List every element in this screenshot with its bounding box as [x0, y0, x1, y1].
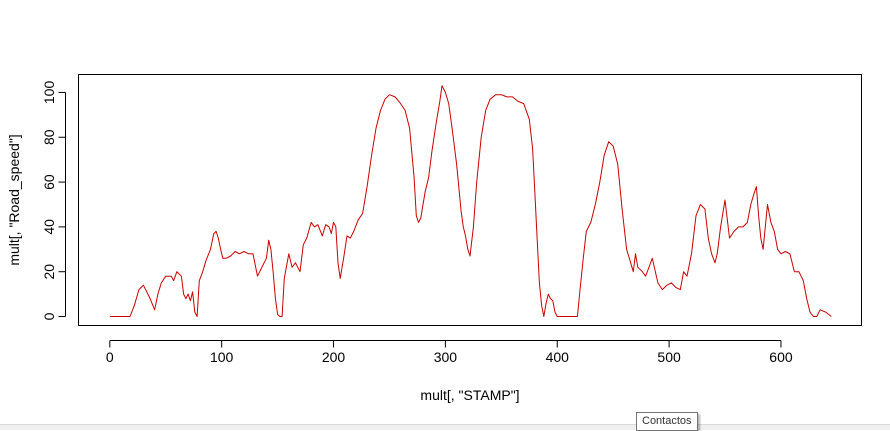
y-tick-label: 60 — [41, 174, 57, 190]
plot-frame — [78, 74, 862, 326]
y-tick-label: 20 — [41, 264, 57, 280]
x-tick-label: 300 — [434, 349, 458, 365]
y-axis: 0 20 40 60 80 100 — [41, 81, 66, 320]
x-tick-label: 400 — [546, 349, 570, 365]
x-tick-label: 200 — [322, 349, 346, 365]
x-axis-label: mult[, "STAMP"] — [420, 387, 519, 403]
x-tick-label: 600 — [769, 349, 793, 365]
x-tick-label: 100 — [210, 349, 234, 365]
y-tick-label: 100 — [41, 81, 57, 105]
y-axis-label: mult[, "Road_speed"] — [6, 134, 22, 265]
status-bar — [0, 424, 890, 430]
x-axis: 0 100 200 300 400 500 600 — [106, 340, 793, 365]
y-tick-label: 0 — [41, 312, 57, 320]
y-tick-label: 80 — [41, 129, 57, 145]
contactos-tooltip: Contactos — [636, 412, 698, 431]
x-tick-label: 0 — [106, 349, 114, 365]
series-layer — [109, 85, 832, 317]
y-tick-label: 40 — [41, 219, 57, 235]
road-speed-line — [109, 85, 832, 317]
x-tick-label: 500 — [657, 349, 681, 365]
